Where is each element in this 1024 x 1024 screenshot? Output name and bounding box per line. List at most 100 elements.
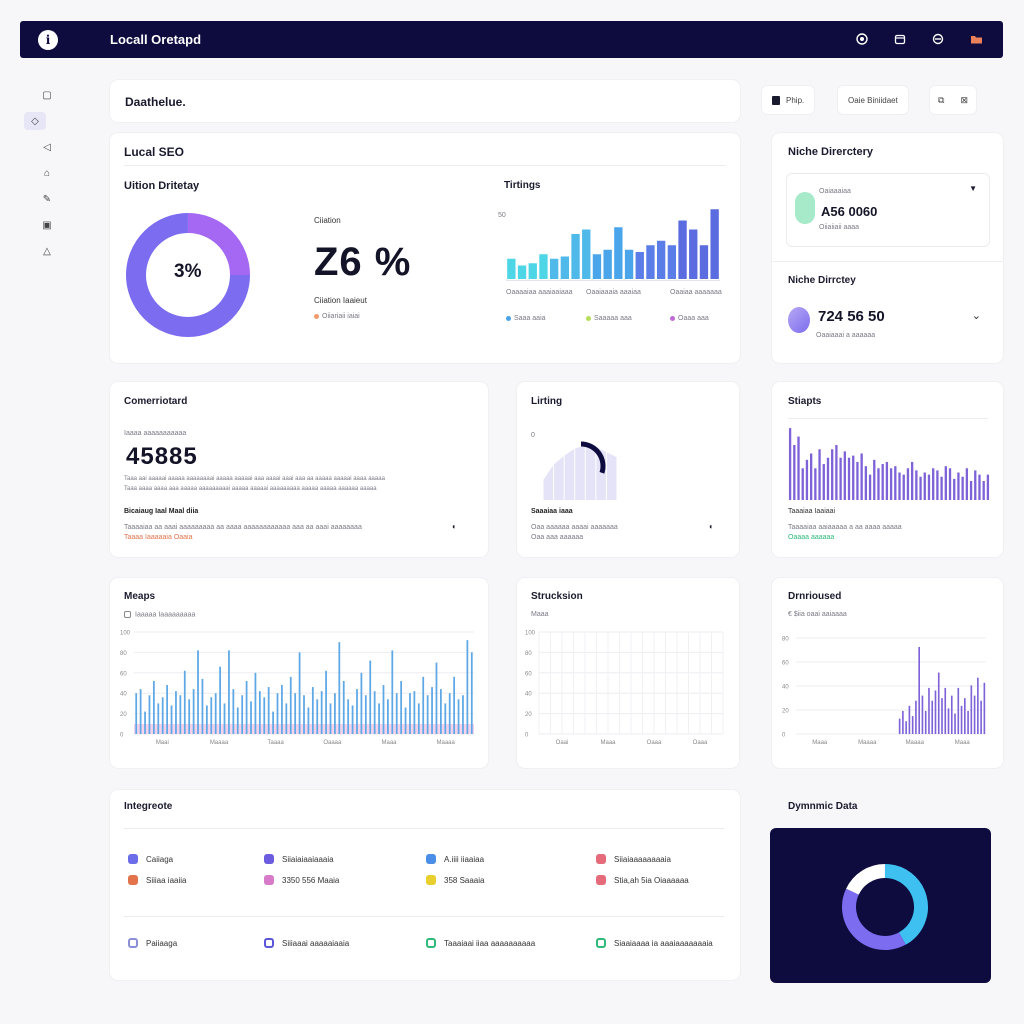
tirtings-bar-chart: [507, 209, 719, 279]
donut-center-label: 3%: [174, 261, 202, 282]
maps-xtick: Taaaa: [267, 740, 284, 746]
box-icon[interactable]: ▢: [42, 89, 52, 101]
integration-item[interactable]: Siaaiaaaa ia aaaiaaaaaaaia: [596, 938, 713, 948]
tag-icon[interactable]: ◇: [24, 112, 46, 130]
integration-item[interactable]: 3350 556 Maaia: [264, 875, 339, 885]
close-icon[interactable]: ⊠: [960, 94, 968, 105]
calendar-icon[interactable]: [891, 30, 909, 48]
distributed-bar: [960, 705, 963, 734]
checkbox-icon[interactable]: [124, 611, 131, 618]
pin-icon[interactable]: ◁: [43, 141, 51, 153]
tirtings-bar: [507, 258, 516, 279]
citation-label: Ciiation: [314, 216, 341, 225]
maps-bar: [387, 699, 389, 734]
tirtings-bar: [549, 258, 559, 279]
maps-xtick: Maaa: [381, 740, 397, 746]
tirtings-legend-3-top: Oaaiaa aaaaaaa: [670, 289, 722, 296]
tirtings-bar: [656, 240, 666, 279]
phip-button[interactable]: Phip.: [762, 86, 815, 114]
integration-item[interactable]: A.iiii iiaaiaa: [426, 854, 484, 864]
integration-item[interactable]: Paiiaaga: [128, 938, 177, 948]
integration-item[interactable]: Siiaiaiaaiaaaia: [264, 854, 334, 864]
dynamic-data-panel: [770, 828, 991, 983]
tirtings-bar: [603, 249, 612, 279]
distributed-ytick: 60: [782, 661, 789, 667]
distributed-bar: [931, 700, 934, 734]
maps-bar: [210, 697, 213, 734]
distributed-bar: [898, 718, 901, 734]
distributed-bar: [980, 700, 982, 734]
structure-xtick: Oaai: [556, 740, 569, 746]
niche-directory-select[interactable]: Oaiaaaiaa A56 0060 Oiiaiiaii aaaa ▼: [786, 173, 990, 247]
tirtings-bar: [646, 245, 655, 279]
streaks-bar: [919, 476, 922, 500]
toggle-icon[interactable]: ◐: [452, 522, 457, 531]
maps-card: Meaps Iaaaaa Iaaaaaaaaa 100 80 60 40 20 0 Maai…: [110, 578, 488, 768]
maps-bar: [272, 711, 274, 734]
folder-icon[interactable]: [967, 30, 985, 48]
listing-title: Lirting: [531, 396, 563, 407]
briefcase-icon[interactable]: ▣: [42, 219, 52, 231]
integration-label: Siiiaa iaaiia: [146, 875, 187, 885]
maps-bar: [285, 703, 288, 734]
distributed-ytick: 80: [782, 637, 789, 643]
streaks-bar: [868, 474, 872, 500]
distributed-title: Drnrioused: [788, 591, 842, 602]
integration-item[interactable]: Siiiaa iaaiia: [128, 875, 186, 885]
tirtings-bar: [517, 265, 527, 279]
tirtings-bar: [667, 245, 677, 279]
streaks-bar: [940, 476, 943, 500]
maps-xtick: Maaaa: [436, 740, 455, 746]
window-icon[interactable]: ⧉: [938, 94, 945, 105]
toggle-icon[interactable]: ◐: [709, 522, 714, 531]
integration-label: A.iiii iiaaiaa: [444, 854, 485, 864]
chart-icon[interactable]: △: [43, 245, 51, 257]
integration-item[interactable]: Caiiaga: [128, 854, 173, 864]
integration-item[interactable]: Siiiaaai aaaaaiaaia: [264, 938, 349, 948]
tirtings-bar: [614, 227, 623, 279]
house-icon[interactable]: ⌂: [43, 167, 51, 179]
integration-item[interactable]: Siiaiaaaaaaaaia: [596, 854, 671, 864]
integration-label: 358 Saaaia: [444, 875, 485, 885]
tirtings-bar: [528, 263, 537, 279]
distributed-bar: [921, 695, 924, 734]
maps-bar: [409, 693, 411, 734]
target-icon[interactable]: [853, 30, 871, 48]
maps-bar: [214, 693, 217, 734]
distributed-bar: [973, 695, 976, 734]
streaks-bar: [948, 468, 952, 500]
chevron-down-icon[interactable]: ▼: [969, 184, 977, 193]
integration-item[interactable]: 358 Saaaia: [426, 875, 484, 885]
maps-bar: [470, 652, 473, 734]
distributed-bar: [941, 698, 943, 734]
integration-item[interactable]: Stia,ah 5ia Oiaaaaaa: [596, 875, 689, 885]
distributed-bar: [964, 698, 966, 734]
streaks-bar: [856, 461, 859, 500]
user-icon[interactable]: [929, 30, 947, 48]
niche-directory-card: Niche Direrctery Oaiaaaiaa A56 0060 Oiia…: [772, 133, 1003, 363]
chevron-down-icon[interactable]: ⌄: [971, 310, 981, 322]
dynamic-donut-segment-b: [884, 864, 928, 945]
niche-caption: Oiiaiiaii aaaa: [819, 224, 860, 231]
maps-bar: [298, 652, 301, 734]
integration-label: Stia,ah 5ia Oiaaaaaa: [614, 875, 689, 885]
structure-title: Strucksion: [531, 591, 583, 602]
streaks-bar: [843, 451, 846, 500]
tirtings-legend-2-top: Oaaiaaaia aaaiaa: [586, 289, 641, 296]
integration-item[interactable]: Taaaiaai iiaa aaaaaaaaaa: [426, 938, 535, 948]
maps-xtick: Maaaa: [210, 740, 229, 746]
distributed-bar: [911, 716, 914, 734]
tirtings-bar: [710, 209, 719, 279]
maps-bar: [276, 693, 279, 734]
listing-legend-title: Saaaiaa iaaa: [531, 508, 573, 515]
maps-title: Meaps: [124, 591, 156, 602]
pen-icon[interactable]: ✎: [42, 193, 52, 205]
structure-ytick: 80: [525, 651, 532, 657]
maps-ytick: 100: [120, 631, 131, 637]
filter-button[interactable]: Oaie Biniidaet: [838, 86, 908, 114]
app-logo-icon[interactable]: i: [38, 29, 58, 50]
maps-bar: [205, 705, 208, 734]
streaks-bar: [944, 466, 947, 500]
maps-bar: [453, 676, 456, 734]
listing-card: Lirting 0 Saaaiaa iaaa Oaa aaaaaa aaaai …: [517, 382, 739, 557]
